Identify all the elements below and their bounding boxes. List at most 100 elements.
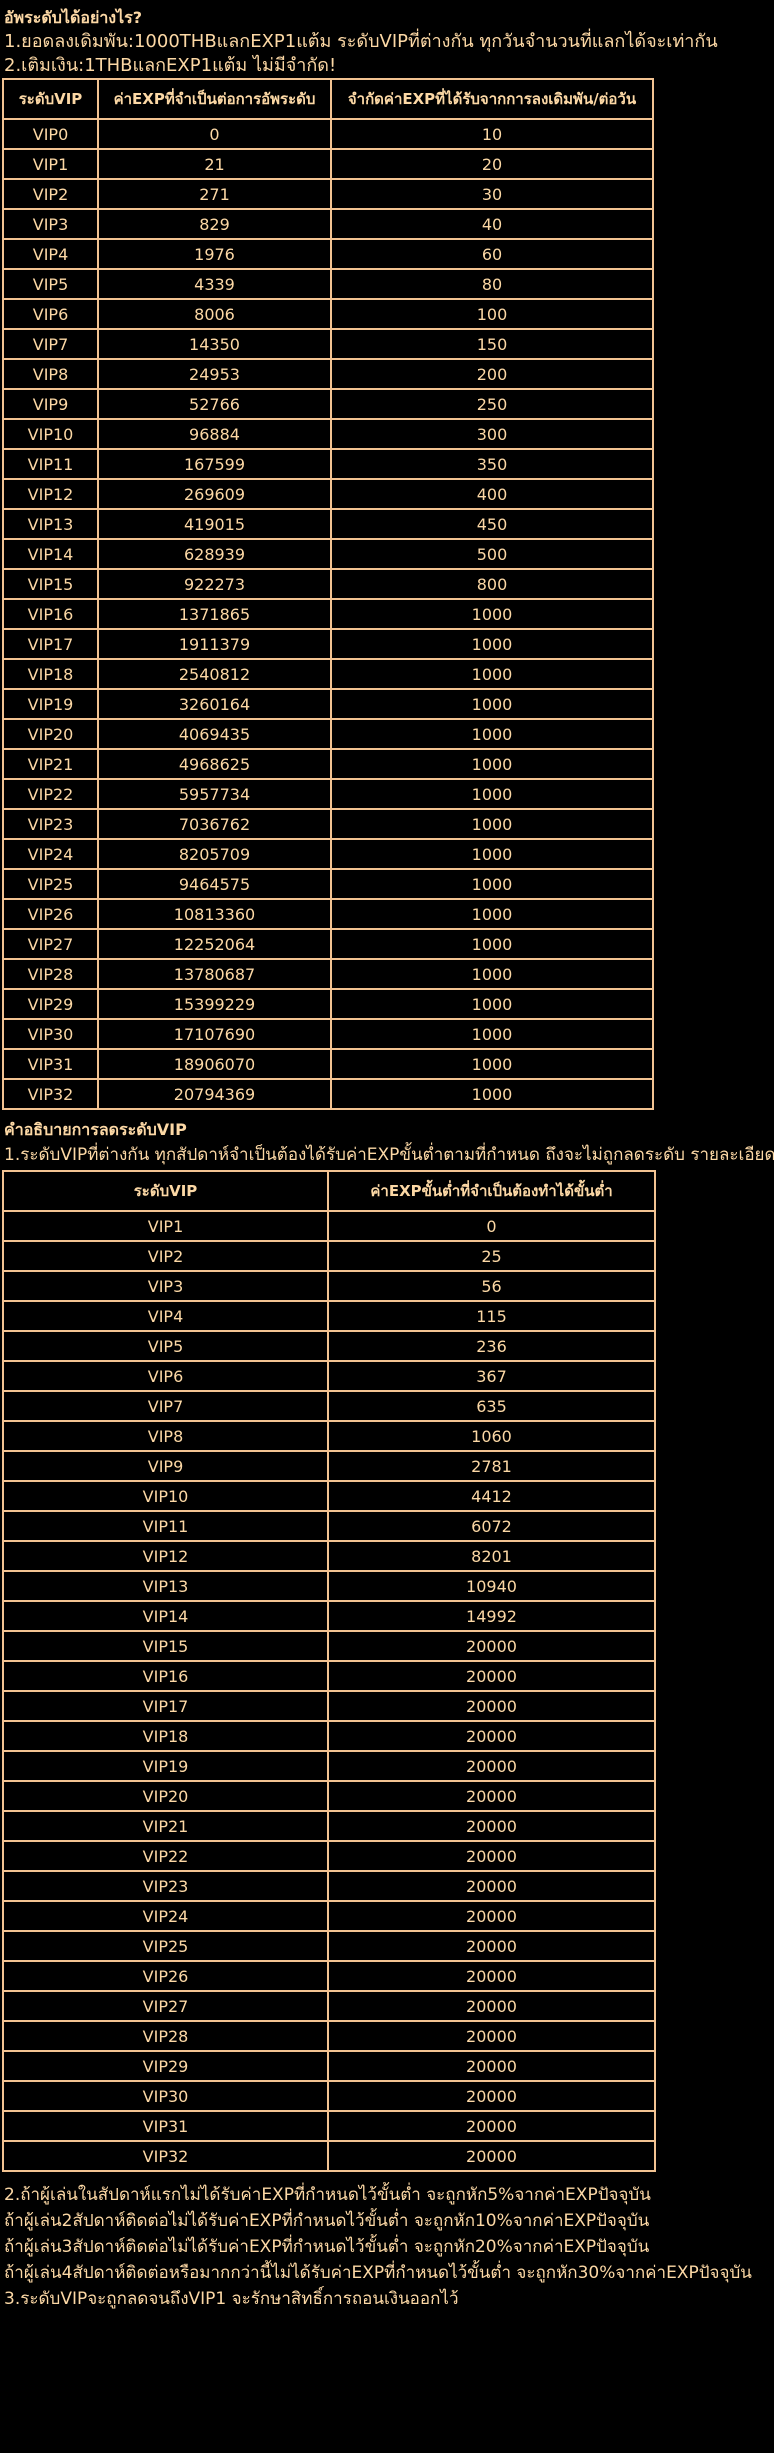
downgrade-rule-1: 1.ระดับVIPที่ต่างกัน ทุกสัปดาห์จำเป็นต้อ… xyxy=(4,1145,774,1165)
table-cell: 2781 xyxy=(327,1450,656,1482)
table-cell: 20000 xyxy=(327,1750,656,1782)
table-row: VIP0 0 10 xyxy=(2,118,654,150)
levelup-heading: อัพระดับได้อย่างไร? xyxy=(4,8,143,27)
table-cell: VIP1 xyxy=(2,148,99,180)
table-cell: 1000 xyxy=(330,808,654,840)
table-cell: 80 xyxy=(330,268,654,300)
table-cell: VIP3 xyxy=(2,208,99,240)
table-cell: 6072 xyxy=(327,1510,656,1542)
table-cell: 236 xyxy=(327,1330,656,1362)
levelup-rule-1: 1.ยอดลงเดิมพัน:1000THBแลกEXP1แต้ม ระดับV… xyxy=(4,31,718,52)
table-cell: 20000 xyxy=(327,1990,656,2022)
column-header-min-weekly-exp: ค่าEXPขั้นต่ำที่จำเป็นต้องทำได้ขั้นต่ำ xyxy=(327,1170,656,1212)
table-row: VIP21 20000 xyxy=(2,1810,656,1842)
penalty-rule-week2: ถ้าผู้เล่น2สัปดาห์ติดต่อไม่ได้รับค่าEXPท… xyxy=(4,2211,650,2231)
table-cell: VIP16 xyxy=(2,1660,329,1692)
column-header-vip-level: ระดับVIP xyxy=(2,1170,329,1212)
table-cell: VIP6 xyxy=(2,1360,329,1392)
table-cell: 10940 xyxy=(327,1570,656,1602)
table-row: VIP20 4069435 1000 xyxy=(2,718,654,750)
table-cell: 20000 xyxy=(327,2110,656,2142)
table-row: VIP28 13780687 1000 xyxy=(2,958,654,990)
table-cell: VIP8 xyxy=(2,358,99,390)
table-cell: 30 xyxy=(330,178,654,210)
table-cell: VIP27 xyxy=(2,1990,329,2022)
table-row: VIP1 21 20 xyxy=(2,148,654,180)
table-cell: 20000 xyxy=(327,1690,656,1722)
table-cell: VIP5 xyxy=(2,1330,329,1362)
table-row: VIP24 8205709 1000 xyxy=(2,838,654,870)
table-cell: 167599 xyxy=(97,448,332,480)
table-cell: VIP1 xyxy=(2,1210,329,1242)
table-cell: 1000 xyxy=(330,988,654,1020)
table-row: VIP27 12252064 1000 xyxy=(2,928,654,960)
table-cell: VIP23 xyxy=(2,808,99,840)
table-row: VIP4 1976 60 xyxy=(2,238,654,270)
table-cell: VIP17 xyxy=(2,628,99,660)
table-cell: VIP30 xyxy=(2,2080,329,2112)
penalty-rule-week1: 2.ถ้าผู้เล่นในสัปดาห์แรกไม่ได้รับค่าEXPท… xyxy=(4,2185,651,2205)
table-cell: 20794369 xyxy=(97,1078,332,1110)
table-cell: VIP9 xyxy=(2,388,99,420)
table-cell: 4339 xyxy=(97,268,332,300)
vip-rules-page: อัพระดับได้อย่างไร? 1.ยอดลงเดิมพัน:1000T… xyxy=(0,8,774,2309)
table-row: VIP8 24953 200 xyxy=(2,358,654,390)
table-row: VIP23 7036762 1000 xyxy=(2,808,654,840)
table-row: VIP4 115 xyxy=(2,1300,656,1332)
table-row: VIP15 20000 xyxy=(2,1630,656,1662)
table-cell: VIP15 xyxy=(2,1630,329,1662)
table-cell: 20 xyxy=(330,148,654,180)
table-row: VIP16 20000 xyxy=(2,1660,656,1692)
table-cell: 1976 xyxy=(97,238,332,270)
table-row: VIP14 14992 xyxy=(2,1600,656,1632)
table-cell: 500 xyxy=(330,538,654,570)
table-cell: VIP10 xyxy=(2,418,99,450)
table-row: VIP22 20000 xyxy=(2,1840,656,1872)
column-header-daily-exp-limit: จำกัดค่าEXPที่ได้รับจากการลงเดิมพัน/ต่อว… xyxy=(330,78,654,120)
table-cell: 52766 xyxy=(97,388,332,420)
table-row: VIP9 2781 xyxy=(2,1450,656,1482)
downgrade-heading: คำอธิบายการลดระดับVIP xyxy=(4,1120,187,1139)
table-cell: 1371865 xyxy=(97,598,332,630)
table-header-row: ระดับVIP ค่าEXPที่จำเป็นต่อการอัพระดับ จ… xyxy=(2,78,654,120)
table-row: VIP11 167599 350 xyxy=(2,448,654,480)
levelup-rule-2: 2.เติมเงิน:1THBแลกEXP1แต้ม ไม่มีจำกัด! xyxy=(4,55,337,76)
table-row: VIP19 3260164 1000 xyxy=(2,688,654,720)
table-cell: VIP12 xyxy=(2,478,99,510)
table-row: VIP18 2540812 1000 xyxy=(2,658,654,690)
table-cell: VIP21 xyxy=(2,748,99,780)
downgrade-section: คำอธิบายการลดระดับVIP 1.ระดับVIPที่ต่างก… xyxy=(0,1110,774,1170)
table-cell: 17107690 xyxy=(97,1018,332,1050)
table-row: VIP31 18906070 1000 xyxy=(2,1048,654,1080)
table-cell: 1000 xyxy=(330,598,654,630)
table-cell: VIP4 xyxy=(2,238,99,270)
table-cell: 1000 xyxy=(330,628,654,660)
table-cell: 20000 xyxy=(327,1810,656,1842)
table-row: VIP7 635 xyxy=(2,1390,656,1422)
table-row: VIP28 20000 xyxy=(2,2020,656,2052)
table-row: VIP26 20000 xyxy=(2,1960,656,1992)
table-cell: VIP22 xyxy=(2,1840,329,1872)
table-cell: 1000 xyxy=(330,1078,654,1110)
table-cell: 20000 xyxy=(327,2140,656,2172)
table-row: VIP3 829 40 xyxy=(2,208,654,240)
table-cell: VIP29 xyxy=(2,988,99,1020)
table-row: VIP11 6072 xyxy=(2,1510,656,1542)
table-cell: VIP31 xyxy=(2,2110,329,2142)
table-cell: VIP18 xyxy=(2,658,99,690)
table-cell: 3260164 xyxy=(97,688,332,720)
table-cell: 20000 xyxy=(327,2050,656,2082)
table-cell: 4412 xyxy=(327,1480,656,1512)
table-cell: VIP19 xyxy=(2,688,99,720)
table-cell: VIP20 xyxy=(2,1780,329,1812)
table-cell: 628939 xyxy=(97,538,332,570)
table-row: VIP10 96884 300 xyxy=(2,418,654,450)
table-row: VIP9 52766 250 xyxy=(2,388,654,420)
column-header-vip-level: ระดับVIP xyxy=(2,78,99,120)
table-row: VIP31 20000 xyxy=(2,2110,656,2142)
table-cell: 20000 xyxy=(327,1870,656,1902)
table-cell: VIP11 xyxy=(2,448,99,480)
table-cell: VIP26 xyxy=(2,898,99,930)
table-cell: 1000 xyxy=(330,958,654,990)
table-cell: 1000 xyxy=(330,658,654,690)
